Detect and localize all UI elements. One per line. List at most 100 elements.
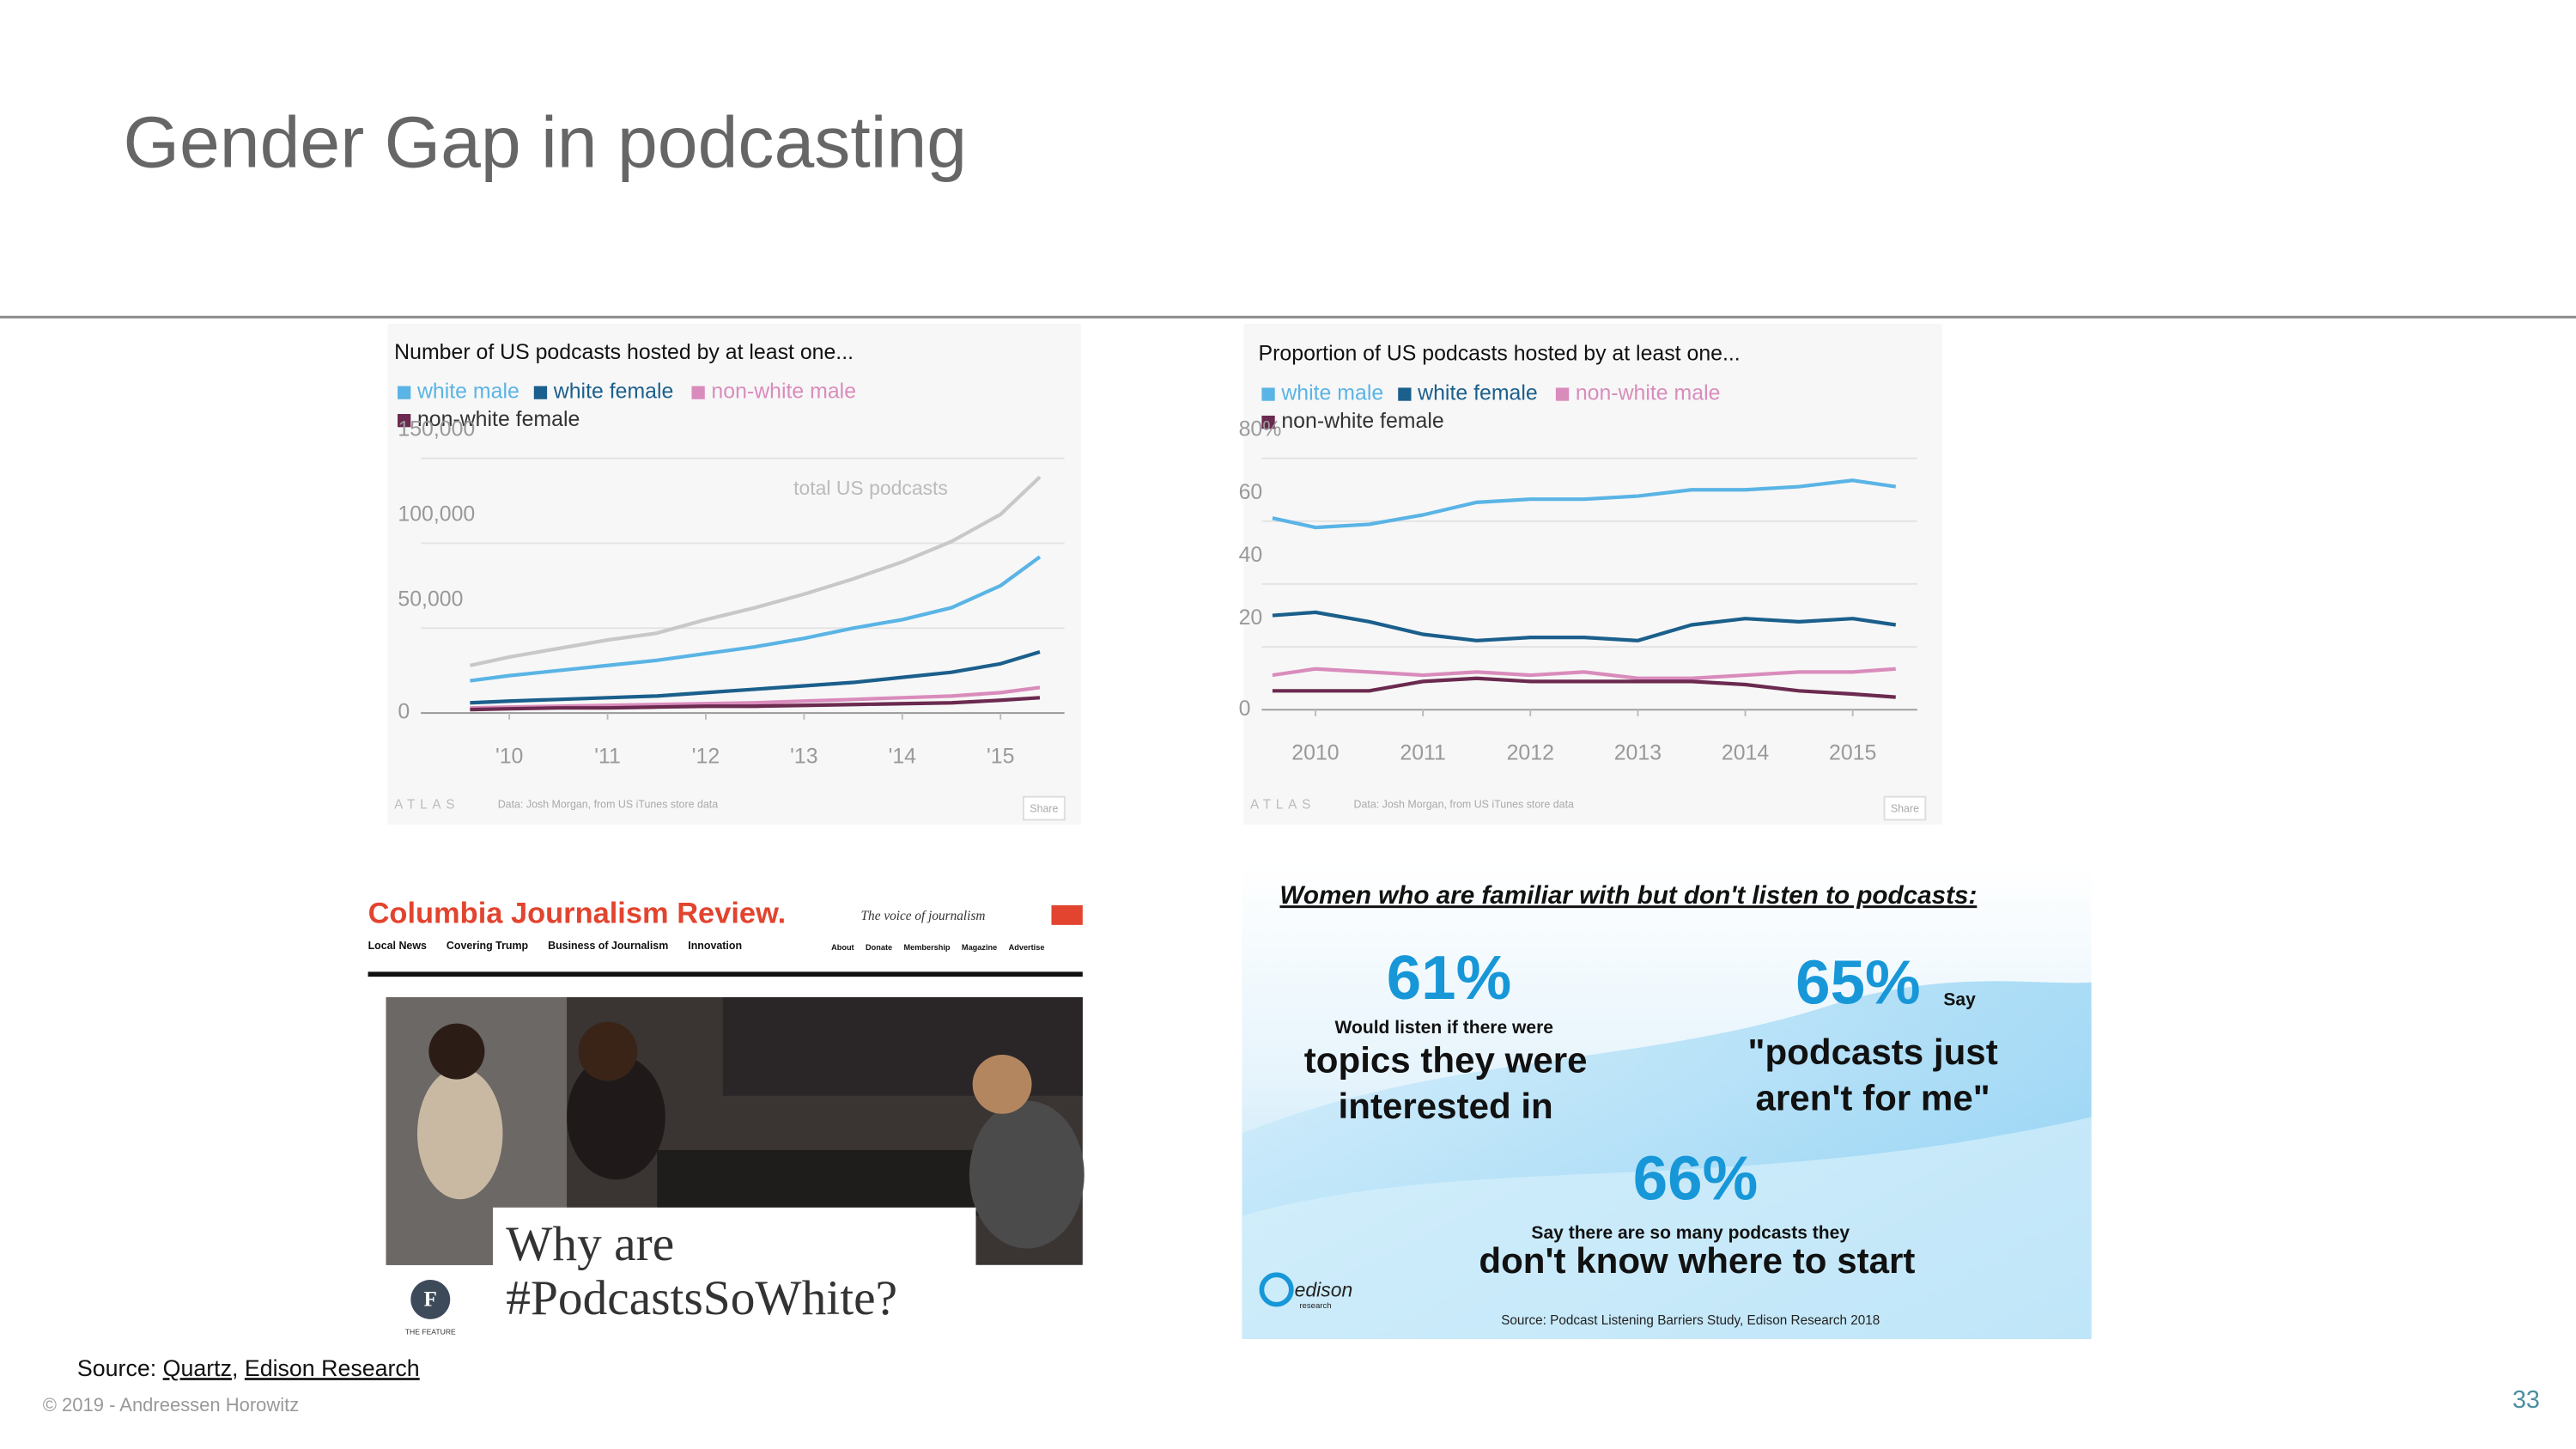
legend-swatch bbox=[398, 414, 411, 428]
stat-lead: Say bbox=[1943, 989, 1976, 1009]
legend-label: white male bbox=[416, 380, 519, 404]
stat-lead: Would listen if there were bbox=[1335, 1018, 1553, 1038]
photo-head bbox=[428, 1023, 485, 1080]
charts: Number of US podcasts hosted by at least… bbox=[394, 340, 1927, 821]
edison-wave bbox=[1242, 1117, 2092, 1339]
legend-label: non-white female bbox=[1281, 409, 1443, 433]
photo-person bbox=[567, 1054, 665, 1180]
y-tick-label: 20 bbox=[1239, 606, 1263, 630]
badge bbox=[410, 1279, 451, 1319]
legend-swatch bbox=[691, 386, 705, 399]
y-tick-label: 50,000 bbox=[398, 587, 463, 611]
stat-lead: Say there are so many podcasts they bbox=[1531, 1223, 1850, 1243]
x-tick-label: '14 bbox=[889, 744, 917, 768]
stat-text: don't know where to start bbox=[1479, 1240, 1915, 1281]
series-line bbox=[470, 696, 1041, 712]
y-tick-label: 80% bbox=[1239, 417, 1282, 441]
legend-label: white female bbox=[553, 380, 674, 404]
source-link[interactable]: Edison Research bbox=[245, 1355, 420, 1381]
source-link[interactable]: Quartz bbox=[163, 1355, 232, 1381]
source-label: Source: bbox=[77, 1355, 156, 1381]
chart-note: Data: Josh Morgan, from US iTunes store … bbox=[498, 799, 719, 811]
stat-text: topics they were bbox=[1304, 1040, 1588, 1081]
cjr-nav: Local News Covering Trump Business of Jour… bbox=[368, 940, 1045, 952]
y-tick-label: 100,000 bbox=[398, 502, 475, 527]
series-line bbox=[470, 555, 1042, 683]
chart-panel bbox=[387, 323, 1081, 825]
chart-title: Proportion of US podcasts hosted by at l… bbox=[1259, 342, 1741, 366]
page-number: 33 bbox=[2512, 1386, 2540, 1414]
edison-infographic: Women who are familiar with but don't li… bbox=[1242, 862, 2092, 1339]
chart-title: Number of US podcasts hosted by at least… bbox=[394, 340, 854, 364]
footer: © 2019 - Andreessen Horowitz bbox=[43, 1394, 300, 1416]
edison-logo: edison bbox=[1295, 1278, 1353, 1300]
total-line bbox=[469, 475, 1042, 667]
nav-item: Business of Journalism bbox=[548, 940, 668, 952]
legend-label: non-white male bbox=[1576, 381, 1721, 405]
legend-swatch bbox=[1261, 415, 1275, 429]
photo-person bbox=[969, 1100, 1084, 1249]
nav-item: Innovation bbox=[688, 940, 742, 952]
share-button bbox=[1023, 795, 1066, 821]
share-label[interactable]: Share bbox=[1030, 802, 1058, 814]
x-tick-label: 2014 bbox=[1722, 740, 1769, 764]
chart-brand: ATLAS bbox=[394, 797, 459, 812]
chart-note: Data: Josh Morgan, from US iTunes store … bbox=[1354, 799, 1575, 811]
stat-text: aren't for me" bbox=[1756, 1078, 1990, 1118]
edison-source: Source: Podcast Listening Barriers Study… bbox=[1501, 1313, 1880, 1328]
stat-value: 61% bbox=[1387, 943, 1512, 1013]
cjr-screenshot: Columbia Journalism Review. The voice of… bbox=[368, 886, 1084, 1339]
cjr-tagline: The voice of journalism bbox=[861, 909, 986, 923]
series-line bbox=[1272, 610, 1897, 642]
separator: , bbox=[232, 1355, 238, 1381]
x-tick-label: 2010 bbox=[1291, 740, 1339, 764]
legend-swatch bbox=[1555, 387, 1570, 401]
series-line bbox=[1272, 676, 1896, 699]
subnav-item: Magazine bbox=[962, 943, 997, 952]
badge-letter: F bbox=[424, 1288, 437, 1312]
cjr-button bbox=[1051, 904, 1083, 925]
total-label: total US podcasts bbox=[793, 477, 948, 499]
series-line bbox=[1272, 667, 1896, 680]
x-tick-label: '10 bbox=[495, 744, 523, 768]
x-tick-label: '12 bbox=[692, 744, 720, 768]
edison-logo-sub: research bbox=[1299, 1301, 1331, 1311]
chart-panel bbox=[1243, 323, 1942, 825]
headline: Why are bbox=[506, 1217, 674, 1271]
stat-value: 66% bbox=[1633, 1143, 1759, 1213]
slide-title: Gender Gap in podcasting bbox=[123, 101, 967, 182]
legend-swatch bbox=[1398, 387, 1412, 401]
stat-text: "podcasts just bbox=[1748, 1032, 1998, 1072]
legend-label: white female bbox=[1417, 381, 1538, 405]
stat-text: interested in bbox=[1339, 1086, 1553, 1126]
y-tick-label: 150,000 bbox=[398, 417, 475, 441]
cjr-masthead: Columbia Journalism Review. bbox=[368, 897, 787, 929]
subnav-item: Advertise bbox=[1009, 943, 1045, 952]
legend-swatch bbox=[533, 386, 548, 399]
legend-label: white male bbox=[1280, 381, 1383, 405]
source: Source: Quartz, Edison Research bbox=[77, 1355, 420, 1381]
y-tick-label: 0 bbox=[398, 700, 410, 724]
edison-heading: Women who are familiar with but don't li… bbox=[1279, 881, 1977, 910]
y-tick-label: 40 bbox=[1239, 543, 1263, 567]
x-tick-label: '13 bbox=[790, 744, 817, 768]
section-label: THE FEATURE bbox=[405, 1327, 456, 1336]
subnav-item: Donate bbox=[866, 943, 892, 952]
subnav-item: About bbox=[831, 943, 854, 952]
photo-desk bbox=[657, 1149, 1019, 1216]
nav-item: Covering Trump bbox=[447, 940, 529, 952]
subnav-item: Membership bbox=[904, 943, 951, 952]
stat-value: 65% bbox=[1795, 948, 1921, 1018]
share-button bbox=[1883, 795, 1927, 821]
headline: #PodcastsSoWhite? bbox=[506, 1271, 897, 1325]
legend-label: non-white male bbox=[711, 380, 856, 404]
x-tick-label: 2015 bbox=[1829, 740, 1876, 764]
photo-person bbox=[416, 1068, 503, 1200]
y-tick-label: 60 bbox=[1239, 480, 1263, 504]
legend-swatch bbox=[398, 386, 411, 399]
edison-logo-mark bbox=[1259, 1272, 1294, 1307]
photo-head bbox=[578, 1021, 638, 1081]
share-label[interactable]: Share bbox=[1891, 802, 1919, 814]
x-tick-label: 2012 bbox=[1507, 740, 1554, 764]
